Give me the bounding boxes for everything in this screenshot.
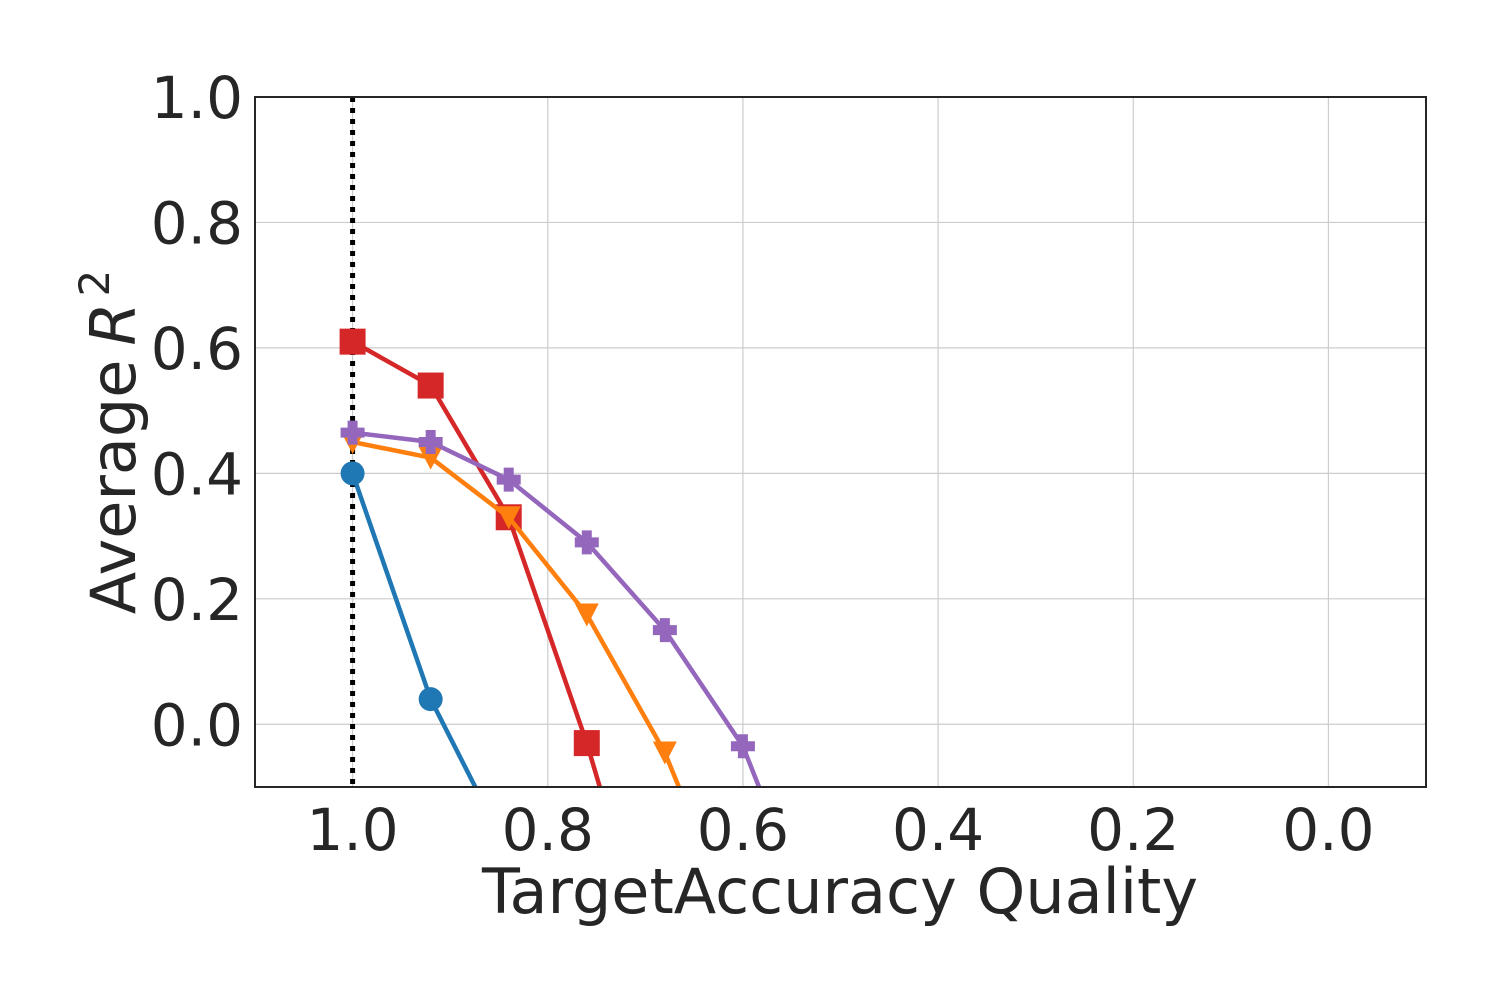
x-axis-label: TargetAccuracy Quality: [481, 855, 1198, 928]
y-tick-labels: 0.0 0.2 0.4 0.6 0.8 1.0: [151, 64, 243, 759]
series-triangle-down: [340, 431, 755, 956]
x-tick-label: 0.8: [502, 796, 594, 864]
data-point: [339, 328, 366, 355]
y-axis-label-math: R: [77, 303, 150, 346]
data-point: [418, 687, 443, 712]
y-tick-label: 0.2: [151, 566, 243, 634]
data-point: [340, 420, 365, 445]
x-tick-label: 0.2: [1087, 796, 1179, 864]
y-tick-label: 0.8: [151, 189, 243, 257]
x-tick-labels: 1.0 0.8 0.6 0.4 0.2 0.0: [306, 796, 1374, 864]
data-point: [730, 734, 755, 759]
series-circle: [340, 461, 599, 1000]
data-point: [809, 932, 833, 956]
data-point: [652, 994, 678, 1000]
data-point: [652, 741, 677, 765]
x-tick-label: 0.4: [892, 796, 984, 864]
series-layer: [339, 328, 833, 1000]
data-point: [496, 467, 521, 492]
y-axis-label-sup: 2: [70, 270, 119, 297]
data-point: [574, 603, 599, 627]
y-tick-label: 0.4: [151, 440, 243, 508]
data-point: [418, 430, 443, 454]
data-point: [496, 506, 521, 530]
series-plus: [340, 420, 833, 956]
y-tick-label: 1.0: [151, 64, 243, 132]
y-axis-label: Average R 2: [70, 270, 150, 614]
data-point: [340, 461, 365, 486]
plot-frame: [254, 96, 1427, 788]
data-point: [573, 730, 600, 757]
x-tick-label: 0.0: [1282, 796, 1374, 864]
y-tick-label: 0.0: [151, 691, 243, 759]
data-point: [652, 618, 677, 643]
x-tick-label: 0.6: [697, 796, 789, 864]
data-point: [418, 446, 443, 470]
data-point: [575, 995, 599, 1000]
data-point: [731, 933, 755, 956]
series-line: [352, 439, 682, 787]
data-point: [417, 372, 444, 399]
y-axis-label-text: Average: [77, 360, 150, 615]
y-tick-label: 0.6: [151, 315, 243, 383]
x-tick-label: 1.0: [306, 796, 398, 864]
data-point: [574, 530, 599, 555]
